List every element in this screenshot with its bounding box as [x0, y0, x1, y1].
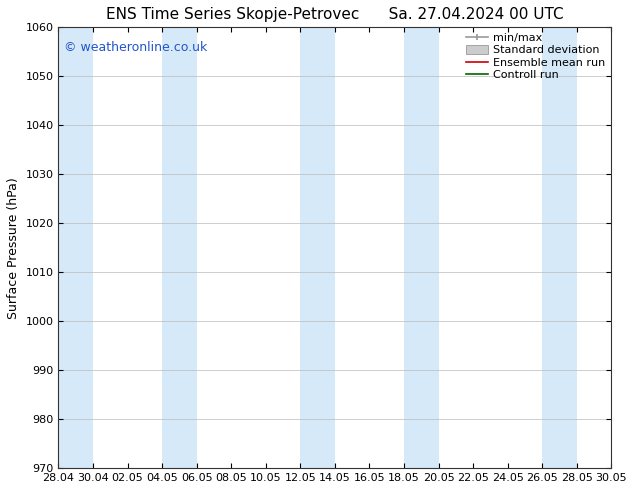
Legend: min/max, Standard deviation, Ensemble mean run, Controll run: min/max, Standard deviation, Ensemble me…: [463, 30, 608, 82]
Bar: [58, 27, 93, 468]
Bar: [404, 27, 439, 468]
Bar: [162, 27, 197, 468]
Y-axis label: Surface Pressure (hPa): Surface Pressure (hPa): [7, 177, 20, 318]
Text: © weatheronline.co.uk: © weatheronline.co.uk: [64, 41, 207, 53]
Title: ENS Time Series Skopje-Petrovec      Sa. 27.04.2024 00 UTC: ENS Time Series Skopje-Petrovec Sa. 27.0…: [106, 7, 564, 22]
Bar: [301, 27, 335, 468]
Bar: [542, 27, 577, 468]
